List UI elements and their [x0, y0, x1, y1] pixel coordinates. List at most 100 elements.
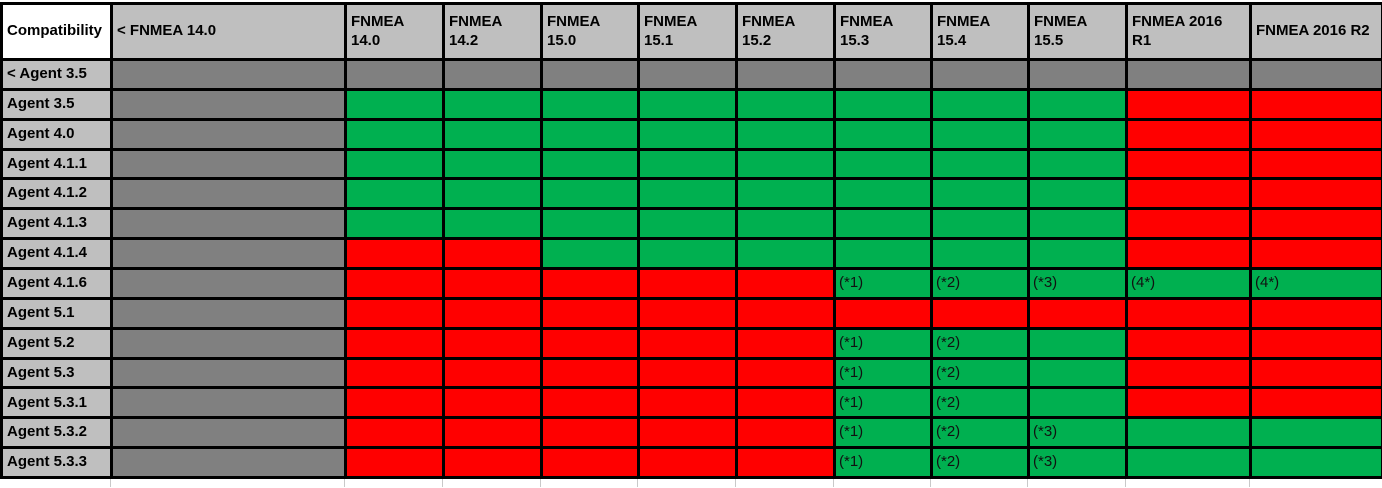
matrix-cell[interactable] [932, 179, 1029, 209]
matrix-cell[interactable] [835, 179, 932, 209]
matrix-cell[interactable] [1127, 388, 1251, 418]
matrix-cell[interactable] [835, 60, 932, 90]
matrix-cell[interactable] [1127, 149, 1251, 179]
matrix-cell[interactable] [1251, 60, 1382, 90]
column-header[interactable]: FNMEA 14.0 [346, 4, 444, 60]
matrix-cell[interactable] [1251, 388, 1382, 418]
matrix-cell[interactable] [444, 179, 542, 209]
matrix-cell[interactable] [932, 298, 1029, 328]
matrix-cell[interactable] [1251, 358, 1382, 388]
matrix-cell[interactable] [1251, 418, 1382, 448]
matrix-cell[interactable] [1127, 119, 1251, 149]
matrix-cell[interactable] [737, 328, 835, 358]
matrix-cell[interactable] [112, 269, 346, 299]
matrix-cell[interactable] [1127, 358, 1251, 388]
matrix-cell[interactable] [1251, 149, 1382, 179]
matrix-cell[interactable] [639, 388, 737, 418]
row-label[interactable]: Agent 4.1.1 [2, 149, 112, 179]
matrix-cell[interactable] [444, 119, 542, 149]
matrix-cell[interactable] [1029, 388, 1127, 418]
matrix-cell[interactable] [639, 89, 737, 119]
matrix-cell[interactable] [835, 149, 932, 179]
matrix-cell[interactable] [639, 269, 737, 299]
matrix-cell[interactable] [346, 298, 444, 328]
column-header[interactable]: < FNMEA 14.0 [112, 4, 346, 60]
column-header[interactable]: FNMEA 14.2 [444, 4, 542, 60]
matrix-cell[interactable] [1251, 448, 1382, 478]
matrix-cell[interactable]: (*1) [835, 418, 932, 448]
matrix-cell[interactable] [542, 388, 639, 418]
matrix-cell[interactable] [639, 328, 737, 358]
row-label[interactable]: < Agent 3.5 [2, 60, 112, 90]
matrix-cell[interactable] [1127, 209, 1251, 239]
matrix-cell[interactable] [835, 89, 932, 119]
matrix-cell[interactable] [112, 89, 346, 119]
matrix-cell[interactable] [1029, 60, 1127, 90]
matrix-cell[interactable] [346, 60, 444, 90]
matrix-cell[interactable] [737, 149, 835, 179]
matrix-cell[interactable] [1127, 239, 1251, 269]
matrix-cell[interactable] [1127, 418, 1251, 448]
matrix-cell[interactable] [737, 89, 835, 119]
matrix-cell[interactable] [1127, 179, 1251, 209]
matrix-cell[interactable] [737, 418, 835, 448]
matrix-cell[interactable] [444, 298, 542, 328]
matrix-cell[interactable] [112, 388, 346, 418]
matrix-cell[interactable]: (*2) [932, 328, 1029, 358]
matrix-cell[interactable] [346, 358, 444, 388]
column-header[interactable]: FNMEA 15.2 [737, 4, 835, 60]
matrix-cell[interactable] [835, 209, 932, 239]
matrix-cell[interactable] [1251, 239, 1382, 269]
matrix-cell[interactable]: (*3) [1029, 418, 1127, 448]
matrix-cell[interactable] [542, 179, 639, 209]
matrix-cell[interactable] [542, 358, 639, 388]
matrix-cell[interactable] [346, 119, 444, 149]
matrix-cell[interactable] [639, 418, 737, 448]
matrix-cell[interactable] [112, 179, 346, 209]
row-label[interactable]: Agent 4.1.6 [2, 269, 112, 299]
matrix-cell[interactable] [1127, 328, 1251, 358]
matrix-cell[interactable] [542, 89, 639, 119]
matrix-cell[interactable]: (*2) [932, 269, 1029, 299]
matrix-cell[interactable] [444, 358, 542, 388]
matrix-cell[interactable]: (*2) [932, 388, 1029, 418]
matrix-cell[interactable] [444, 328, 542, 358]
row-label[interactable]: Agent 5.3.3 [2, 448, 112, 478]
matrix-cell[interactable] [112, 149, 346, 179]
matrix-cell[interactable] [737, 239, 835, 269]
row-label[interactable]: Agent 5.1 [2, 298, 112, 328]
matrix-cell[interactable] [346, 149, 444, 179]
row-label[interactable]: Agent 4.0 [2, 119, 112, 149]
matrix-cell[interactable] [835, 239, 932, 269]
column-header[interactable]: FNMEA 15.1 [639, 4, 737, 60]
column-header[interactable]: FNMEA 15.0 [542, 4, 639, 60]
matrix-cell[interactable] [1029, 89, 1127, 119]
row-label[interactable]: Agent 5.3 [2, 358, 112, 388]
matrix-cell[interactable] [444, 388, 542, 418]
matrix-cell[interactable] [444, 209, 542, 239]
matrix-cell[interactable] [737, 119, 835, 149]
matrix-cell[interactable] [444, 149, 542, 179]
column-header[interactable]: FNMEA 2016 R1 [1127, 4, 1251, 60]
matrix-cell[interactable] [1029, 209, 1127, 239]
column-header[interactable]: FNMEA 15.3 [835, 4, 932, 60]
row-label[interactable]: Agent 4.1.4 [2, 239, 112, 269]
matrix-cell[interactable] [542, 418, 639, 448]
matrix-cell[interactable]: (*1) [835, 328, 932, 358]
matrix-cell[interactable] [1127, 60, 1251, 90]
matrix-cell[interactable] [542, 149, 639, 179]
matrix-cell[interactable] [1251, 328, 1382, 358]
matrix-cell[interactable] [542, 60, 639, 90]
matrix-cell[interactable] [542, 328, 639, 358]
matrix-cell[interactable] [1127, 448, 1251, 478]
matrix-cell[interactable] [639, 149, 737, 179]
matrix-cell[interactable] [112, 328, 346, 358]
matrix-cell[interactable] [1029, 239, 1127, 269]
matrix-cell[interactable] [112, 239, 346, 269]
matrix-cell[interactable] [444, 239, 542, 269]
row-label[interactable]: Agent 3.5 [2, 89, 112, 119]
matrix-cell[interactable] [1029, 179, 1127, 209]
matrix-cell[interactable] [542, 448, 639, 478]
matrix-cell[interactable] [737, 358, 835, 388]
matrix-cell[interactable] [1127, 89, 1251, 119]
